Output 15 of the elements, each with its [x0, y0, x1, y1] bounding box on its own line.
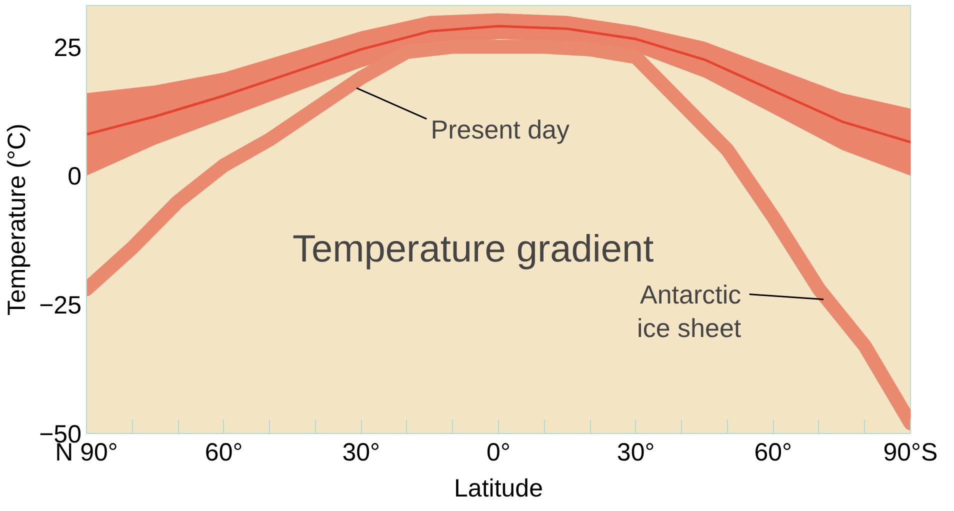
- x-tick-label: 30°: [616, 438, 655, 466]
- annotation: Present day: [430, 114, 570, 144]
- annotation: Antarctic ice sheet: [637, 279, 742, 343]
- x-axis-title: Latitude: [454, 474, 543, 502]
- x-tick-label: 60°: [204, 438, 243, 466]
- annotation: Temperature gradient: [292, 228, 654, 270]
- line-series: [86, 24, 910, 144]
- y-axis-title: Temperature (°C): [3, 123, 32, 316]
- y-tick-label: −25: [39, 292, 82, 320]
- x-tick-label: 90°S: [883, 438, 938, 466]
- x-tick-label: 0°: [486, 438, 510, 466]
- x-tick-label: 30°: [342, 438, 380, 466]
- x-tick-label: 60°: [754, 438, 792, 466]
- y-tick-label: 25: [54, 34, 82, 62]
- y-tick-label: 0: [68, 162, 82, 191]
